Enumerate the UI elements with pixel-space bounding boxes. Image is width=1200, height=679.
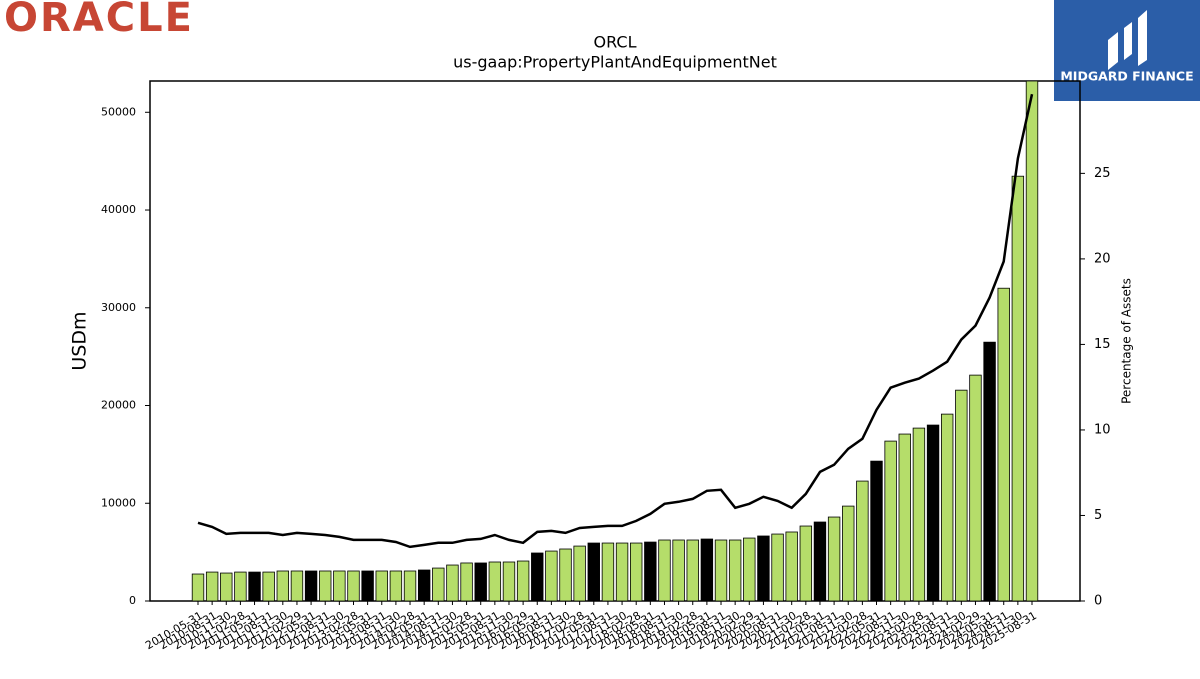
y-tick-label: 30000 [101,301,136,314]
bar [842,505,855,602]
bar [983,341,996,602]
bar [813,521,827,602]
bar [743,537,756,602]
plot-frame [149,80,1081,602]
y-tick-label: 10000 [101,496,136,509]
brand-logo: ORACLE [4,0,194,41]
bar [658,539,671,602]
chart-subtitle: us-gaap:PropertyPlantAndEquipmentNet [453,53,777,72]
y2-axis-label: Percentage of Assets [1120,278,1134,404]
bar [728,539,742,602]
bar [276,570,290,602]
bar [1025,80,1039,602]
y-tick-label: 20000 [101,399,136,412]
y-tick-label: 0 [129,594,136,607]
bar [940,413,954,602]
bar [347,570,360,602]
y-axis-label: USDm [69,311,91,370]
y2-tick-label: 15 [1094,337,1111,352]
bar [488,561,502,602]
bar [884,440,897,602]
bar [205,571,219,602]
watermark-text: MIDGARD FINANCE [1060,69,1193,84]
watermark-icon [1108,10,1147,70]
bar [248,571,261,602]
y2-tick-label: 20 [1094,251,1111,266]
bar [516,560,530,602]
bar [361,570,374,602]
bar [785,531,798,602]
bar [757,535,770,602]
bar [403,570,417,602]
chart-title: ORCL [594,33,637,52]
bar [290,570,304,602]
y2-tick-label: 25 [1094,166,1111,181]
bar [446,564,459,602]
bar [997,287,1010,602]
bar [262,571,275,602]
bar [672,539,685,602]
bar [191,573,205,602]
bar [545,550,558,602]
y2-tick-label: 10 [1094,422,1111,437]
bar [375,570,388,602]
bar [714,539,728,602]
bar [799,525,813,602]
bar [460,562,473,602]
bar [559,548,572,602]
bar [856,480,869,602]
bar [319,570,332,602]
bar [417,569,431,602]
bar [333,570,346,602]
bar [432,567,445,602]
bar [1011,175,1025,602]
y2-tick-label: 0 [1094,594,1102,609]
bar [615,542,629,602]
y-tick-label: 40000 [101,203,136,216]
bar [700,538,714,602]
y-tick-label: 50000 [101,105,136,118]
bar [601,542,615,602]
bar [898,433,911,602]
bar [304,570,318,602]
bar [573,545,586,602]
bar [389,570,403,602]
bar [955,389,968,602]
line [197,93,1034,549]
bar [474,562,487,602]
bar [531,552,544,602]
bar [926,424,940,602]
bar [644,541,657,602]
bar [686,539,699,602]
bar [234,571,247,602]
bar [870,460,883,602]
y2-tick-label: 5 [1094,508,1102,523]
bar [827,516,841,602]
bar [969,374,982,602]
bar [220,572,233,602]
bar [771,533,784,602]
bar [502,561,516,602]
bar [912,427,926,602]
bar [587,542,600,602]
bar [630,542,643,602]
